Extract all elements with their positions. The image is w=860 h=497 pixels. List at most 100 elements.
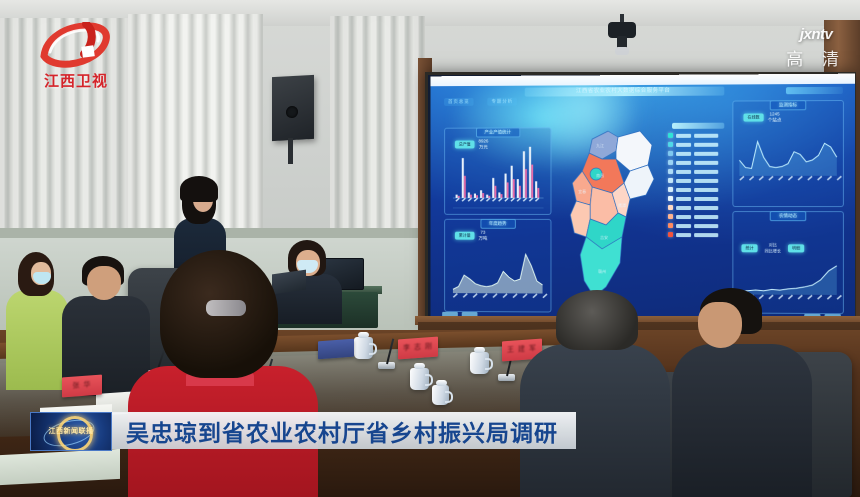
- legend-row[interactable]: [668, 232, 730, 238]
- bar-white: [522, 151, 525, 199]
- area-x-tick-label: [522, 293, 528, 299]
- legend-color-swatch: [668, 195, 674, 202]
- dashboard-status-plate: [785, 86, 843, 95]
- legend-row[interactable]: [668, 159, 730, 165]
- channel-logo: 江西卫视: [26, 22, 124, 94]
- bar-pink: [494, 185, 497, 199]
- teacup-4: [432, 380, 453, 405]
- ceiling-camera-icon: [608, 22, 636, 55]
- map-region-jiujiang[interactable]: [589, 131, 618, 159]
- legend-color-swatch: [668, 159, 674, 165]
- area-right-chip-2: 对比 同比增长: [764, 242, 781, 254]
- legend-color-swatch: [668, 141, 674, 147]
- legend-color-swatch: [668, 232, 674, 238]
- area-chart-right-svg: [733, 212, 842, 300]
- panel-area-chart-left[interactable]: 年度趋势 累计量 73 万吨: [444, 218, 552, 313]
- bar-pink: [537, 187, 540, 199]
- bar-white: [486, 194, 489, 199]
- name-placard-3-label: 李 志 刚: [403, 342, 433, 353]
- map-label-6: 赣州: [598, 269, 606, 274]
- camera-mount-arm: [620, 14, 624, 26]
- bar-white: [516, 179, 519, 199]
- lower-third-banner: 江西新闻联播 吴忠琼到省农业农村厅省乡村振兴局调研: [30, 412, 576, 451]
- legend-row-value: [694, 142, 719, 147]
- map-region-pingxiang[interactable]: [570, 201, 590, 237]
- legend-color-swatch: [668, 132, 674, 138]
- teacup-1: [354, 332, 377, 359]
- bar-pink: [463, 175, 466, 199]
- legend-row-name: [676, 160, 692, 165]
- bar-pink: [512, 179, 515, 199]
- legend-row-name: [676, 214, 692, 219]
- watermark-quality: 高 清: [786, 50, 846, 69]
- legend-row[interactable]: [668, 223, 730, 229]
- legend-row[interactable]: [668, 132, 730, 138]
- bar-white: [535, 181, 538, 199]
- bar-pink: [518, 185, 521, 199]
- map-region-nanchang[interactable]: [582, 153, 624, 193]
- legend-color-swatch: [668, 223, 674, 229]
- legend-row-value: [694, 214, 719, 219]
- line-x-tick-label: [797, 175, 803, 181]
- panel-area-chart-right[interactable]: 农情动态 统计 对比 同比增长 明细: [732, 211, 844, 315]
- legend-row-name: [676, 133, 692, 138]
- area-right-x-tick-label: [768, 294, 774, 300]
- channel-logo-text: 江西卫视: [43, 73, 108, 90]
- panel-line-chart-right[interactable]: 监测指标 在线数 1245 个站点: [732, 99, 844, 208]
- bar-chart-svg: [445, 146, 550, 214]
- jiangxi-province-map[interactable]: 九江 南昌 上饶 宜春 鹰潭 吉安 赣州: [556, 121, 666, 311]
- bar-pink: [506, 182, 509, 199]
- speaker-mount: [288, 138, 293, 164]
- legend-row-value: [694, 196, 719, 201]
- name-placard-5: [318, 338, 354, 360]
- area-x-tick-label: [512, 293, 518, 299]
- seated-man-back-hair: [556, 290, 638, 350]
- legend-color-swatch: [668, 150, 674, 156]
- legend-row[interactable]: [668, 150, 730, 156]
- legend-row-name: [676, 187, 692, 192]
- bar-pink: [476, 195, 478, 199]
- map-capital-marker[interactable]: [590, 168, 602, 180]
- dashboard-header-title: 江西省农业农村大数据综合服务平台: [576, 87, 671, 95]
- bar-white: [529, 146, 532, 199]
- line-x-tick-label: [739, 175, 745, 181]
- line-x-tick-label: [807, 175, 813, 181]
- legend-row[interactable]: [668, 177, 730, 183]
- legend-row[interactable]: [668, 195, 730, 202]
- legend-row-value: [694, 133, 719, 138]
- program-badge: 江西新闻联播: [30, 412, 112, 451]
- map-region-shangrao-north[interactable]: [616, 130, 652, 172]
- panel-bar-chart[interactable]: 产业产值统计 总产值 8926 万元: [444, 127, 552, 215]
- line-x-tick-label: [778, 175, 784, 181]
- legend-row[interactable]: [668, 168, 730, 174]
- dashboard-nav[interactable]: 首页总览 专题分析: [444, 97, 529, 106]
- dashboard-legend-list[interactable]: [668, 122, 730, 242]
- bar-white: [504, 173, 507, 199]
- map-region-yichun[interactable]: [572, 171, 592, 205]
- legend-row[interactable]: [668, 186, 730, 192]
- area-x-tick-label: [462, 293, 468, 298]
- map-region-jian[interactable]: [586, 213, 626, 249]
- wall-speaker-icon: [272, 74, 314, 142]
- hair-clip: [206, 300, 246, 316]
- program-badge-label: 江西新闻联播: [48, 428, 94, 435]
- map-region-ganzhou[interactable]: [580, 237, 622, 297]
- area-x-tick-label: [492, 293, 498, 299]
- name-placard-1-label: 张 华: [72, 381, 92, 390]
- legend-color-swatch: [668, 214, 674, 220]
- jiangxi-map-svg[interactable]: 九江 南昌 上饶 宜春 鹰潭 吉安 赣州: [556, 121, 666, 311]
- dashboard-nav-item-0[interactable]: 首页总览: [444, 97, 474, 106]
- legend-row[interactable]: [668, 214, 730, 220]
- line-x-tick-label: [758, 175, 764, 181]
- legend-row[interactable]: [668, 141, 730, 147]
- legend-row[interactable]: [668, 205, 730, 211]
- legend-row-value: [694, 232, 719, 237]
- map-region-fuzhou[interactable]: [590, 187, 618, 225]
- legend-row-value: [694, 223, 719, 228]
- area-right-x-tick-label: [817, 294, 823, 300]
- map-label-2: 上饶: [628, 159, 636, 164]
- map-label-1: 南昌: [596, 173, 604, 178]
- legend-row-value: [694, 205, 719, 210]
- bar-pink: [500, 194, 503, 199]
- dashboard-nav-item-1[interactable]: 专题分析: [487, 97, 518, 106]
